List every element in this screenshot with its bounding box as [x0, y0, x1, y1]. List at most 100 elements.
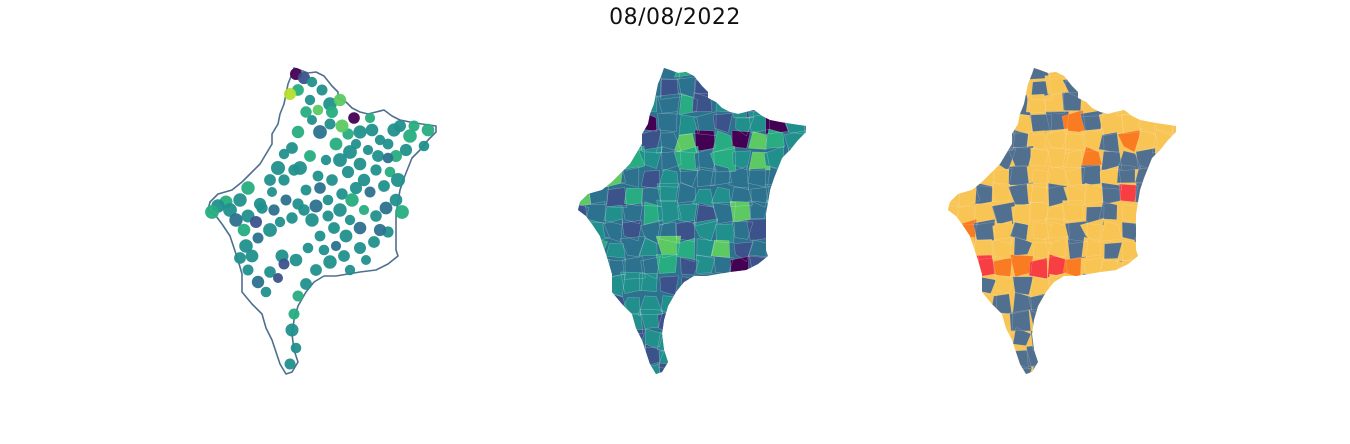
- municipality-region: [728, 380, 753, 406]
- municipality-border: [639, 308, 664, 329]
- municipality-border: [641, 380, 661, 399]
- municipality-region: [1008, 146, 1034, 167]
- data-point: [323, 255, 337, 269]
- data-point: [264, 174, 276, 186]
- municipality-border: [657, 93, 681, 115]
- municipality-region: [694, 363, 715, 374]
- municipality-region: [948, 149, 959, 168]
- municipality-border: [677, 182, 696, 204]
- municipality-border: [973, 327, 996, 350]
- municipality-border: [1137, 127, 1158, 152]
- municipality-region: [948, 112, 960, 134]
- municipality-region: [734, 68, 753, 81]
- municipality-border: [991, 381, 1013, 402]
- municipality-border: [765, 381, 785, 401]
- municipality-border: [973, 75, 997, 99]
- municipality-border: [1079, 217, 1105, 244]
- municipality-border: [750, 186, 770, 208]
- data-point: [326, 174, 338, 186]
- data-point: [239, 239, 253, 253]
- municipality-border: [1013, 362, 1033, 374]
- municipality-region: [1008, 182, 1034, 205]
- municipality-border: [1103, 242, 1123, 263]
- municipality-region: [584, 381, 602, 399]
- municipality-region: [657, 93, 681, 115]
- municipality-region: [977, 367, 996, 374]
- data-point: [373, 223, 387, 237]
- municipality-border: [578, 291, 588, 312]
- municipality-border: [734, 68, 753, 81]
- municipality-border: [787, 68, 806, 81]
- municipality-border: [804, 330, 806, 350]
- municipality-region: [786, 97, 805, 118]
- municipality-region: [991, 381, 1013, 402]
- municipality-border: [958, 382, 976, 400]
- municipality-border: [731, 130, 751, 149]
- municipality-border: [768, 260, 788, 280]
- municipality-border: [948, 314, 960, 334]
- municipality-region: [1080, 218, 1105, 243]
- municipality-border: [1119, 68, 1138, 77]
- municipality-border: [784, 224, 806, 244]
- municipality-border: [1102, 68, 1123, 81]
- municipality-region: [948, 68, 961, 82]
- data-point: [324, 118, 336, 130]
- municipality-region: [586, 272, 609, 297]
- municipality-border: [993, 168, 1013, 188]
- municipality-region: [586, 113, 608, 134]
- municipality-region: [957, 313, 976, 332]
- municipality-border: [676, 76, 697, 98]
- municipality-border: [1007, 182, 1034, 206]
- municipality-border: [1044, 363, 1069, 374]
- municipality-region: [1100, 220, 1122, 242]
- municipality-border: [1171, 111, 1176, 135]
- municipality-border: [675, 345, 697, 366]
- municipality-border: [1067, 239, 1089, 261]
- municipality-border: [678, 382, 696, 400]
- municipality-region: [624, 114, 644, 133]
- municipality-region: [1135, 68, 1157, 82]
- municipality-border: [956, 364, 980, 374]
- municipality-border: [749, 381, 771, 403]
- municipality-border: [1171, 68, 1176, 79]
- data-point: [399, 143, 413, 157]
- municipality-region: [1032, 383, 1050, 405]
- municipality-region: [608, 147, 627, 171]
- municipality-border: [747, 311, 769, 331]
- municipality-border: [1154, 366, 1173, 374]
- data-point: [382, 152, 394, 164]
- municipality-region: [728, 274, 748, 298]
- municipality-border: [623, 362, 647, 374]
- municipality-border: [745, 364, 765, 374]
- municipality-region: [1044, 74, 1066, 95]
- municipality-region: [1081, 75, 1105, 95]
- municipality-region: [937, 381, 958, 402]
- municipality-border: [586, 364, 607, 374]
- data-point: [358, 204, 370, 216]
- data-point: [370, 164, 382, 176]
- municipality-border: [1135, 68, 1158, 82]
- municipality-border: [1032, 383, 1050, 405]
- municipality-border: [748, 151, 771, 171]
- municipality-border: [692, 68, 718, 82]
- municipality-border: [710, 164, 733, 187]
- municipality-border: [1029, 201, 1049, 222]
- municipality-border: [619, 235, 646, 258]
- data-point: [353, 221, 367, 235]
- municipality-border: [806, 79, 824, 97]
- municipality-region: [694, 148, 715, 172]
- municipality-border: [1134, 254, 1160, 280]
- municipality-border: [804, 146, 806, 171]
- data-point: [328, 222, 340, 234]
- municipality-border: [1061, 91, 1082, 111]
- municipality-region: [1011, 76, 1030, 95]
- municipality-region: [973, 219, 995, 242]
- municipality-border: [747, 168, 767, 188]
- municipality-region: [948, 326, 961, 345]
- municipality-border: [716, 81, 736, 100]
- data-point: [382, 138, 394, 150]
- municipality-border: [584, 381, 602, 399]
- municipality-region: [1116, 240, 1142, 262]
- municipality-region: [641, 380, 661, 399]
- municipality-border: [622, 202, 644, 225]
